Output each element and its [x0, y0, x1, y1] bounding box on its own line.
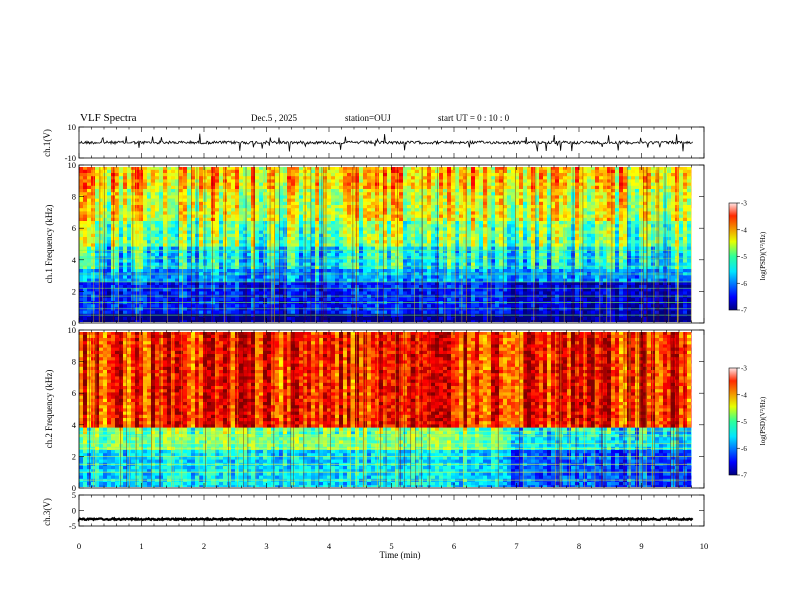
x-tick-label: 10 — [700, 541, 709, 551]
start-time-label: start UT = 0 : 10 : 0 — [438, 113, 510, 123]
y-tick-label: 10 — [68, 122, 77, 132]
colorbar-tick-label: -7 — [741, 472, 747, 480]
colorbar-tick-label: -4 — [741, 391, 747, 399]
y-tick-label: 8 — [72, 357, 76, 367]
ch2-colorbar: -3 -4 -5 -6 -7 — [728, 365, 747, 480]
colorbar-tick-label: -7 — [741, 307, 747, 315]
x-tick-label: 0 — [77, 541, 81, 551]
x-tick-label: 2 — [202, 541, 206, 551]
colorbar-tick-label: -3 — [741, 365, 747, 373]
ch2-spectrogram-panel: 0 2 4 6 8 10 — [68, 325, 705, 493]
y-tick-label: -5 — [69, 521, 76, 531]
y-tick-label: 4 — [72, 420, 77, 430]
y-tick-label: 10 — [68, 325, 77, 335]
ch1-spectrogram-ylabel: ch.1 Frequency (kHz) — [44, 205, 54, 284]
x-tick-label: 5 — [389, 541, 393, 551]
waveform-trace — [77, 516, 694, 523]
y-tick-label: 8 — [72, 192, 76, 202]
x-axis-label: Time (min) — [380, 550, 421, 560]
ch3-waveform-ylabel: ch.3(V) — [42, 498, 52, 526]
ch1-spectrogram-panel: 0 2 4 6 8 10 — [68, 160, 705, 328]
x-tick-label: 1 — [139, 541, 143, 551]
chart-title: VLF Spectra — [80, 112, 137, 124]
ch1-waveform-panel: 10 -10 — [65, 122, 705, 163]
x-tick-label: 3 — [264, 541, 268, 551]
colorbar-tick-label: -4 — [741, 226, 747, 234]
y-tick-label: 6 — [72, 388, 76, 398]
x-tick-label: 9 — [639, 541, 643, 551]
y-tick-label: 0 — [72, 483, 76, 493]
y-tick-label: 0 — [72, 506, 76, 516]
colorbar-tick-label: -6 — [741, 445, 747, 453]
y-tick-label: 10 — [68, 160, 77, 170]
waveform-trace — [78, 133, 693, 152]
colorbar-tick-label: -3 — [741, 200, 747, 208]
y-tick-label: 5 — [72, 490, 76, 500]
colorbar-tick-label: -5 — [741, 418, 747, 426]
x-tick-label: 7 — [514, 541, 518, 551]
y-tick-label: -10 — [65, 153, 76, 163]
ch2-spectrogram-ylabel: ch.2 Frequency (kHz) — [44, 370, 54, 449]
station-label: station=OUJ — [345, 113, 391, 123]
y-tick-label: 0 — [72, 318, 76, 328]
ch1-waveform-ylabel: ch.1(V) — [42, 129, 52, 157]
ch1-colorbar-label: log(PSD)(V²/Hz) — [759, 231, 767, 280]
y-tick-label: 4 — [72, 255, 77, 265]
x-axis-ticks: 0 1 2 3 4 5 6 7 8 9 10 — [77, 541, 708, 551]
colorbar-tick-label: -6 — [741, 280, 747, 288]
y-tick-label: 6 — [72, 223, 76, 233]
ch1-colorbar: -3 -4 -5 -6 -7 — [728, 200, 747, 315]
x-tick-label: 6 — [452, 541, 456, 551]
ch2-colorbar-label: log(PSD)(V²/Hz) — [759, 396, 767, 445]
x-tick-label: 8 — [577, 541, 581, 551]
y-tick-label: 2 — [72, 286, 76, 296]
ch3-waveform-panel: 5 0 -5 — [69, 490, 705, 531]
spectrogram-image — [79, 167, 693, 322]
x-tick-label: 4 — [327, 541, 332, 551]
spectrogram-image — [79, 332, 693, 487]
date-label: Dec.5 , 2025 — [251, 113, 297, 123]
y-tick-label: 2 — [72, 451, 76, 461]
colorbar-tick-label: -5 — [741, 253, 747, 261]
